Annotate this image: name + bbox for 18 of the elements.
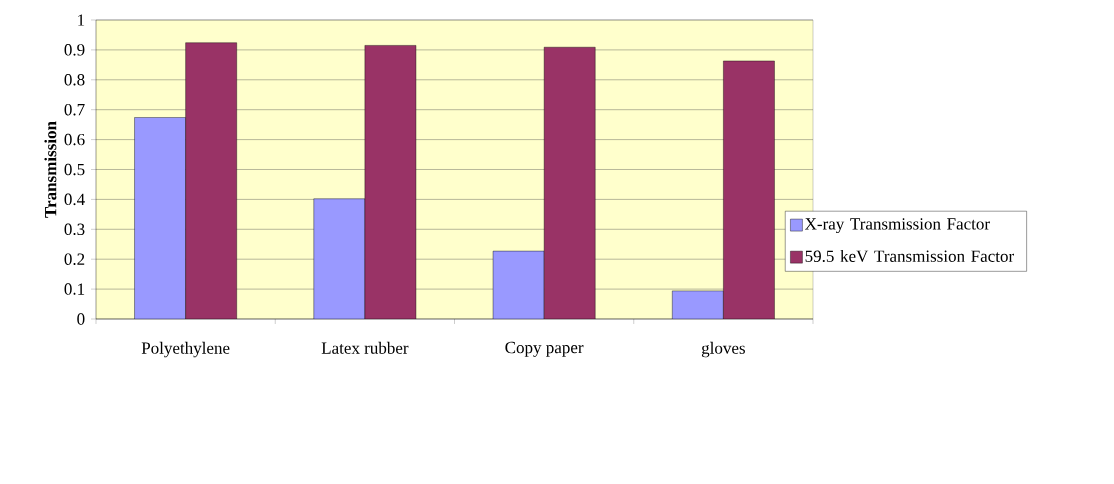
- y-tick-label: 0.1: [64, 283, 85, 295]
- x-tick-label: gloves: [701, 341, 745, 358]
- y-tick-label: 0.5: [64, 163, 85, 176]
- y-tick-label: 0.3: [64, 223, 85, 236]
- x-tick-label: Latex rubber: [321, 341, 409, 354]
- y-tick-label: 1: [78, 14, 85, 26]
- legend-label: 59.5 keV Transmission Factor: [805, 249, 1014, 263]
- legend-label: X-ray Transmission Factor: [805, 218, 990, 234]
- y-axis-title: Transmission: [44, 121, 57, 218]
- x-tick-label: Polyethylene: [141, 341, 230, 358]
- y-tick-label: 0.7: [64, 103, 85, 116]
- y-tick-label: 0.9: [64, 44, 85, 56]
- y-tick-label: 0: [77, 313, 85, 325]
- x-tick-label: Copy paper: [505, 341, 584, 357]
- y-tick-label: 0.2: [64, 253, 85, 265]
- y-tick-label: 0.8: [64, 74, 85, 86]
- y-tick-label: 0.4: [64, 193, 85, 206]
- y-tick-label: 0.6: [64, 133, 85, 146]
